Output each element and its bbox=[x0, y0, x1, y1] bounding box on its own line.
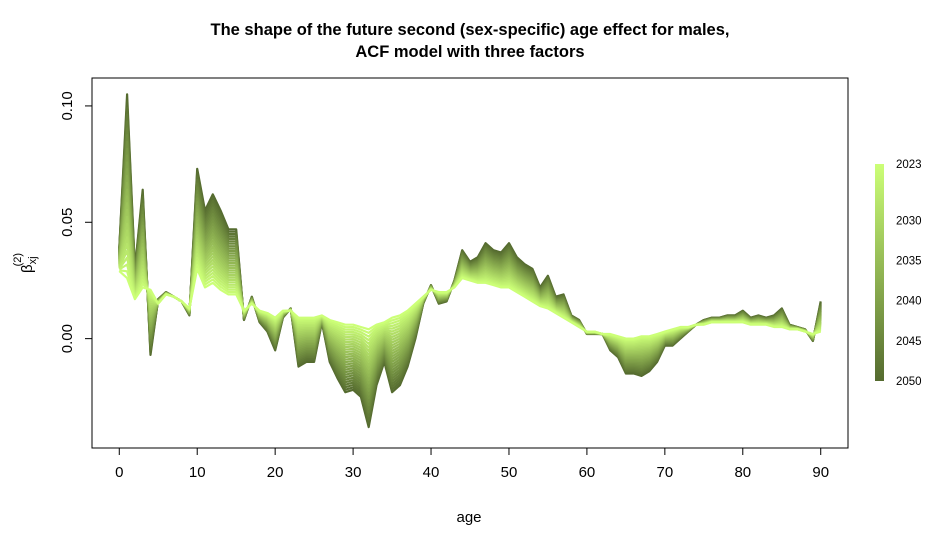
x-tick-label: 50 bbox=[501, 464, 518, 481]
x-tick-label: 60 bbox=[579, 464, 596, 481]
x-axis: 0 10 20 30 40 50 60 70 80 90 bbox=[115, 447, 829, 481]
y-axis: 0.00 0.05 0.10 bbox=[59, 91, 93, 353]
legend-color-bar bbox=[875, 164, 884, 381]
x-tick-label: 0 bbox=[115, 464, 123, 481]
x-tick-label: 20 bbox=[267, 464, 284, 481]
legend-label-2035: 2035 bbox=[896, 255, 922, 267]
y-axis-label: βxj(2) bbox=[12, 253, 39, 273]
chart-title-line-2: ACF model with three factors bbox=[355, 43, 584, 61]
series-lines bbox=[118, 93, 822, 429]
x-tick-label: 30 bbox=[345, 464, 362, 481]
legend-label-2045: 2045 bbox=[896, 336, 922, 348]
y-tick-label: 0.05 bbox=[59, 208, 76, 237]
x-tick-label: 80 bbox=[734, 464, 751, 481]
x-tick-label: 70 bbox=[657, 464, 674, 481]
chart-title-line-1: The shape of the future second (sex-spec… bbox=[211, 21, 730, 39]
y-tick-label: 0.00 bbox=[59, 324, 76, 353]
legend: 2023 2030 2035 2040 2045 2050 bbox=[896, 159, 922, 388]
series-line-2023 bbox=[118, 267, 822, 340]
x-axis-label: age bbox=[456, 509, 481, 526]
legend-label-2040: 2040 bbox=[896, 296, 922, 308]
legend-label-2050: 2050 bbox=[896, 376, 922, 388]
y-axis-label-beta: β bbox=[19, 264, 36, 273]
y-axis-label-superscript: (2) bbox=[12, 253, 24, 266]
y-axis-label-subscript: xj bbox=[27, 256, 39, 264]
y-tick-label: 0.10 bbox=[59, 91, 76, 120]
legend-label-2023: 2023 bbox=[896, 159, 922, 171]
x-tick-label: 40 bbox=[423, 464, 440, 481]
x-tick-label: 90 bbox=[812, 464, 829, 481]
legend-label-2030: 2030 bbox=[896, 215, 922, 227]
x-tick-label: 10 bbox=[189, 464, 206, 481]
